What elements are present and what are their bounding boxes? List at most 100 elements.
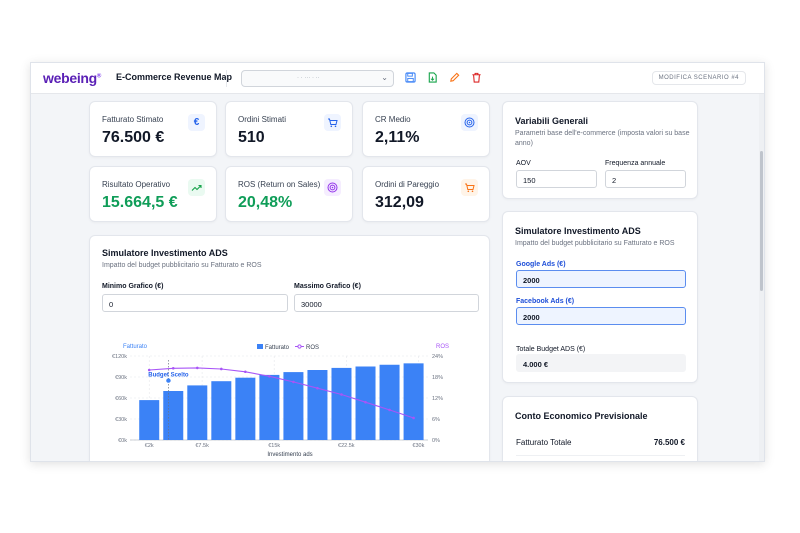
section-title: Simulatore Investimento ADS xyxy=(515,226,641,236)
x-axis-title: Investimento ads xyxy=(267,452,312,458)
chevron-down-icon: ⌄ xyxy=(381,73,388,82)
trending-up-icon xyxy=(188,179,205,196)
edit-scenario-button[interactable]: MODIFICA SCENARIO #4 xyxy=(651,71,746,85)
bar-fatturato xyxy=(307,370,328,440)
kpi-label: CR Medio xyxy=(375,115,411,124)
kpi-value: 312,09 xyxy=(375,194,424,211)
kpi-value: 15.664,5 € xyxy=(102,194,178,211)
google-ads-input[interactable]: 2000 xyxy=(516,270,686,288)
total-budget-label: Totale Budget ADS (€) xyxy=(516,346,586,353)
bar-fatturato xyxy=(331,367,352,440)
section-title: Conto Economico Previsionale xyxy=(515,411,648,421)
target-icon xyxy=(461,114,478,131)
kpi-label: ROS (Return on Sales) xyxy=(238,180,321,189)
y2-axis-title: ROS xyxy=(436,344,449,350)
x-tick-label: €7.5k xyxy=(195,443,209,449)
scrollbar[interactable] xyxy=(759,94,764,461)
total-revenue-label: Fatturato Totale xyxy=(516,438,572,447)
export-file-icon[interactable] xyxy=(427,72,438,83)
save-icon[interactable] xyxy=(405,72,416,83)
legend-fatturato-label[interactable]: Fatturato xyxy=(265,345,290,351)
y-tick-label: €120k xyxy=(112,354,127,360)
x-tick-label: €2k xyxy=(145,443,154,449)
kpi-card-operating-result: Risultato Operativo 15.664,5 € xyxy=(89,166,217,222)
ros-point xyxy=(220,367,223,371)
kpi-value: 76.500 € xyxy=(102,129,165,146)
kpi-card-cr: CR Medio 2,11% xyxy=(362,101,490,157)
scrollbar-thumb[interactable] xyxy=(760,151,763,291)
kpi-card-breakeven-orders: Ordini di Pareggio 312,09 xyxy=(362,166,490,222)
kpi-card-orders: Ordini Stimati 510 xyxy=(225,101,353,157)
aov-label: AOV xyxy=(516,160,531,167)
ros-line xyxy=(149,367,414,419)
bar-fatturato xyxy=(235,377,256,440)
y-tick-label: €30k xyxy=(115,417,127,423)
ros-point xyxy=(292,380,295,384)
revenue-ros-chart: Fatturato ROS Fatturato ROS Investimento… xyxy=(112,344,449,458)
y2-tick-label: 24% xyxy=(432,354,443,360)
scenario-select-value: · · ··· · ·· xyxy=(297,75,320,81)
logo[interactable]: webeing® xyxy=(43,70,102,86)
ros-point xyxy=(316,386,319,390)
x-tick-label: €22.5k xyxy=(338,443,355,449)
app-title: E-Commerce Revenue Map xyxy=(116,72,233,82)
section-subtitle: Parametri base dell'e-commerce (imposta … xyxy=(515,130,690,147)
min-chart-label: Minimo Grafico (€) xyxy=(102,283,164,290)
ads-simulator-chart-card: Simulatore Investimento ADS Impatto del … xyxy=(89,235,490,461)
ads-simulator-inputs-card: Simulatore Investimento ADS Impatto del … xyxy=(502,211,698,383)
kpi-value: 20,48% xyxy=(238,194,293,211)
bar-fatturato xyxy=(139,400,160,440)
x-tick-label: €30k xyxy=(412,443,424,449)
legend-ros-label[interactable]: ROS xyxy=(306,345,319,351)
section-title: Variabili Generali xyxy=(515,116,589,126)
legend-ros-marker xyxy=(297,344,302,349)
top-bar: webeing® E-Commerce Revenue Map · · ··· … xyxy=(31,63,764,94)
kpi-label: Risultato Operativo xyxy=(102,180,171,189)
cart-icon xyxy=(324,114,341,131)
bar-fatturato xyxy=(187,385,208,440)
kpi-card-ros: ROS (Return on Sales) 20,48% xyxy=(225,166,353,222)
legend-fatturato-swatch xyxy=(257,344,263,349)
max-chart-label: Massimo Grafico (€) xyxy=(294,283,361,290)
budget-annotation: Budget Scelto xyxy=(148,373,189,379)
delete-icon[interactable] xyxy=(471,72,482,83)
y2-tick-label: 12% xyxy=(432,396,443,402)
section-subtitle: Impatto del budget pubblicitario su Fatt… xyxy=(102,262,262,269)
frequency-input[interactable]: 2 xyxy=(605,170,686,188)
kpi-label: Fatturato Stimato xyxy=(102,115,164,124)
y2-tick-label: 6% xyxy=(432,417,440,423)
kpi-label: Ordini Stimati xyxy=(238,115,287,124)
aov-input[interactable]: 150 xyxy=(516,170,597,188)
bar-fatturato xyxy=(403,363,424,440)
income-statement-card: Conto Economico Previsionale Fatturato T… xyxy=(502,396,698,461)
bar-fatturato xyxy=(259,374,280,440)
ros-point xyxy=(244,370,247,374)
ros-point xyxy=(171,366,175,370)
ros-point xyxy=(388,408,391,412)
min-chart-input[interactable]: 0 xyxy=(102,294,288,312)
ros-point xyxy=(195,366,199,370)
edit-icon[interactable] xyxy=(449,72,460,83)
total-budget-value: 4.000 € xyxy=(516,354,686,372)
section-subtitle: Impatto del budget pubblicitario su Fatt… xyxy=(515,240,675,247)
bar-fatturato xyxy=(211,381,232,440)
divider xyxy=(516,455,685,456)
facebook-ads-input[interactable]: 2000 xyxy=(516,307,686,325)
target-icon xyxy=(324,179,341,196)
ros-point xyxy=(364,400,367,404)
divider xyxy=(226,70,227,87)
y-tick-label: €60k xyxy=(115,396,127,402)
total-revenue-value: 76.500 € xyxy=(653,438,685,447)
max-chart-input[interactable]: 30000 xyxy=(294,294,479,312)
scenario-select[interactable]: · · ··· · ·· ⌄ xyxy=(241,70,394,87)
bar-fatturato xyxy=(379,364,400,440)
app-window: webeing® E-Commerce Revenue Map · · ··· … xyxy=(30,62,765,462)
euro-icon: € xyxy=(188,114,205,131)
section-title: Simulatore Investimento ADS xyxy=(102,248,228,258)
y-tick-label: €90k xyxy=(115,375,127,381)
y2-tick-label: 18% xyxy=(432,375,443,381)
y-axis-title: Fatturato xyxy=(123,344,148,350)
y-tick-label: €0k xyxy=(118,438,127,444)
kpi-card-revenue: Fatturato Stimato 76.500 € € xyxy=(89,101,217,157)
cart-icon xyxy=(461,179,478,196)
